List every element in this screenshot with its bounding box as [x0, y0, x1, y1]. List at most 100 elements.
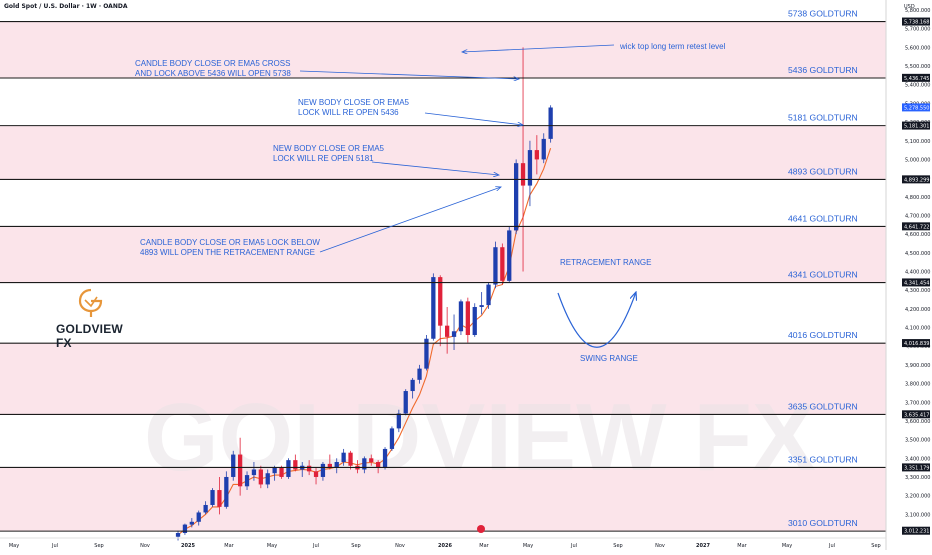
x-tick-label: Mar — [737, 543, 747, 549]
candle-body — [431, 277, 436, 339]
level-label: 4641 GOLDTURN — [788, 213, 858, 223]
candle-body — [313, 471, 319, 477]
candle-body — [507, 230, 512, 281]
x-tick-label: May — [9, 543, 19, 549]
range-band — [0, 343, 886, 415]
candle-body — [438, 277, 443, 326]
candle-body — [479, 305, 484, 307]
y-tick-label: 4,600.000 — [905, 232, 930, 238]
y-tick-label: 3,100.000 — [905, 512, 930, 518]
annotation-arrow — [462, 44, 615, 52]
y-tick-label: 5,800.000 — [905, 8, 930, 14]
candle-body — [500, 247, 505, 281]
x-tick-label: Nov — [395, 543, 405, 549]
y-tick-label: 5,600.000 — [905, 45, 930, 51]
x-tick-label: May — [523, 543, 533, 549]
candle-body — [541, 138, 546, 160]
y-tick-label: 4,100.000 — [905, 326, 930, 332]
y-tick-label: 3,500.000 — [905, 438, 930, 444]
goldview-logo-icon — [78, 288, 103, 317]
candle-body — [417, 368, 422, 380]
candle-body — [182, 524, 188, 533]
x-tick-label: May — [782, 543, 792, 549]
y-tick-label: 5,500.000 — [905, 64, 930, 70]
range-band — [0, 467, 886, 532]
candle-body — [244, 475, 250, 487]
y-tick-label: 3,900.000 — [905, 363, 930, 369]
candle-body — [520, 163, 526, 186]
y-tick-label: 4,500.000 — [905, 251, 930, 257]
candle-body — [486, 284, 491, 306]
annotation-text: CANDLE BODY CLOSE OR EMA5 LOCK BELOW — [140, 238, 320, 247]
candle-body — [465, 301, 470, 336]
range-band — [0, 21, 886, 78]
candle-body — [424, 338, 429, 369]
brand-name: GOLDVIEW FX — [56, 322, 123, 350]
y-tick-label: 3,300.000 — [905, 475, 930, 481]
candle-body — [458, 301, 464, 332]
candle-body — [548, 107, 553, 139]
x-tick-label: Jul — [570, 543, 577, 549]
level-label: 3351 GOLDTURN — [788, 454, 858, 464]
candle-body — [217, 490, 222, 507]
y-tick-label: 3,700.000 — [905, 400, 930, 406]
range-band — [0, 226, 886, 283]
price-tag-label: 3,635.417 — [904, 412, 929, 418]
range-band — [0, 125, 886, 180]
candle-body — [196, 512, 201, 522]
price-tag — [902, 17, 930, 26]
annotation-text: NEW BODY CLOSE OR EMA5 — [273, 144, 385, 153]
price-tag — [902, 175, 930, 184]
candle-body — [327, 463, 332, 468]
price-tag-label: 5,436.745 — [904, 76, 929, 82]
candle-body — [375, 462, 381, 468]
y-tick-label: 3,600.000 — [905, 419, 930, 425]
x-tick-label: Jul — [312, 543, 319, 549]
price-tag-label: 3,351.179 — [904, 465, 929, 471]
x-tick-label: Jul — [828, 543, 835, 549]
price-tag — [902, 103, 930, 112]
annotation-arrow — [424, 112, 523, 125]
y-tick-label: 5,700.000 — [905, 27, 930, 33]
level-label: 4016 GOLDTURN — [788, 330, 858, 340]
price-tag — [902, 222, 930, 231]
candle-body — [237, 454, 243, 487]
watermark-text: GOLDVIEW FX — [144, 384, 816, 491]
candle-body — [445, 325, 450, 337]
candle-body — [362, 458, 367, 470]
y-tick-label: 4,300.000 — [905, 288, 930, 294]
y-tick-label: 4,800.000 — [905, 195, 930, 201]
candle-body — [410, 379, 415, 392]
x-tick-label: Sep — [613, 543, 622, 549]
y-tick-label: 3,200.000 — [905, 494, 930, 500]
x-tick-label: Sep — [94, 543, 103, 549]
price-tag — [902, 278, 930, 287]
annotation-text: RETRACEMENT RANGE — [560, 258, 651, 267]
candle-body — [403, 391, 408, 414]
annotation-arrow — [319, 187, 501, 253]
price-tag — [902, 410, 930, 419]
annotation-text: SWING RANGE — [580, 354, 638, 363]
candle-body — [472, 306, 477, 336]
level-label: 5738 GOLDTURN — [788, 9, 858, 19]
currency-label: USD — [904, 4, 915, 10]
annotation-arrow — [371, 161, 499, 175]
candle-body — [341, 452, 346, 463]
y-tick-label: 4,200.000 — [905, 307, 930, 313]
candle-body — [279, 467, 284, 477]
annotation-text: CANDLE BODY CLOSE OR EMA5 CROSS — [135, 59, 290, 68]
candle-body — [231, 454, 236, 477]
candle-body — [272, 467, 277, 474]
price-tag-label: 3,012.231 — [904, 529, 929, 535]
price-tag — [902, 121, 930, 130]
price-tag — [902, 73, 930, 82]
y-tick-label: 3,800.000 — [905, 382, 930, 388]
candle-body — [320, 463, 326, 477]
annotation-text: LOCK WILL RE OPEN 5436 — [298, 108, 399, 117]
x-tick-label: 2026 — [438, 543, 452, 549]
price-tag — [902, 339, 930, 348]
price-tag-label: 4,341.454 — [904, 280, 929, 286]
level-label: 5436 GOLDTURN — [788, 65, 858, 75]
